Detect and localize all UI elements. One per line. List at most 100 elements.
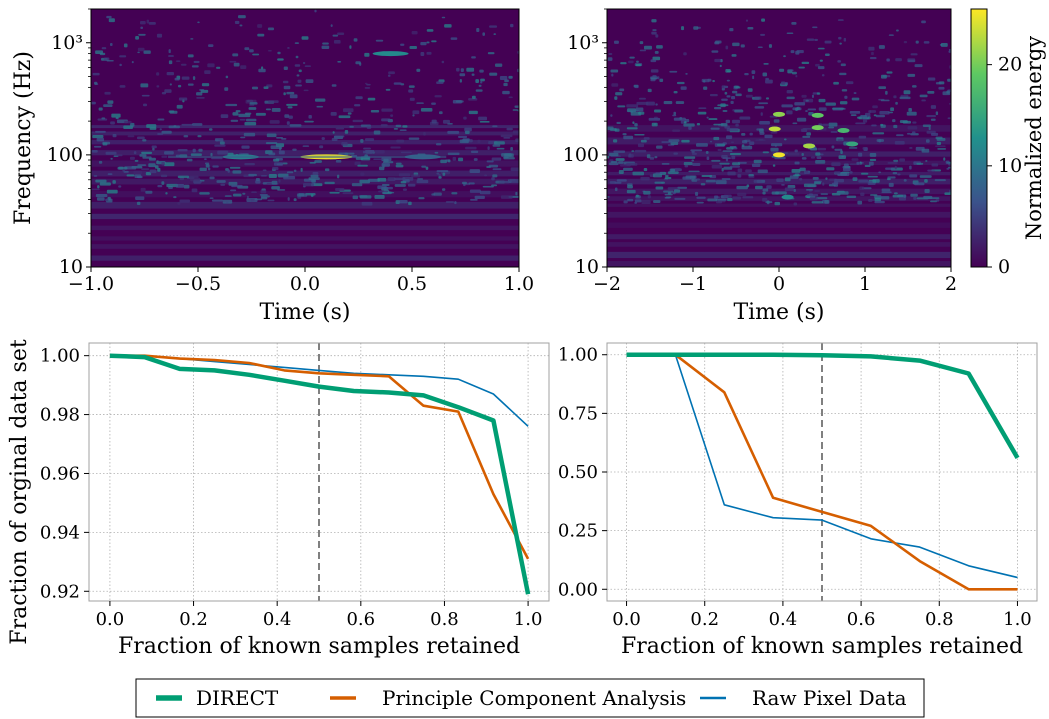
y-tick-label: 10: [59, 256, 83, 278]
heatmap-cell: [335, 127, 345, 130]
heatmap-cell: [935, 145, 946, 147]
heatmap-cell: [821, 74, 825, 77]
heatmap-cell: [938, 86, 945, 90]
heatmap-cell: [258, 68, 266, 73]
heatmap-cell: [626, 127, 638, 130]
heatmap-cell: [469, 169, 481, 174]
heatmap-cell: [691, 159, 695, 162]
heatmap-cell: [92, 72, 100, 76]
heatmap-cell: [921, 20, 926, 24]
heatmap-cell: [652, 56, 661, 61]
heatmap-cell: [711, 164, 723, 169]
heatmap-cell: [721, 85, 726, 89]
heatmap-cell: [872, 132, 885, 135]
heatmap-cell: [712, 79, 715, 83]
heatmap-cell: [480, 78, 485, 82]
heatmap-cell: [479, 190, 491, 195]
heatmap-cell: [431, 193, 436, 196]
heatmap-cell: [737, 174, 742, 178]
heatmap-cell: [178, 97, 188, 101]
heatmap-cell: [870, 194, 878, 196]
x-tick-label: 0.6: [346, 609, 375, 630]
heatmap-cell: [119, 85, 126, 88]
heatmap-cell: [496, 147, 505, 150]
heatmap-cell: [887, 178, 891, 181]
heatmap-cell: [192, 123, 203, 126]
heatmap-cell: [753, 179, 762, 183]
heatmap-cell: [508, 96, 513, 99]
heatmap-cell: [810, 156, 816, 159]
heatmap-cell: [400, 181, 407, 184]
heatmap-cell: [726, 95, 731, 98]
heatmap-cell: [742, 196, 754, 199]
heatmap-cell: [651, 31, 657, 35]
heatmap-cell: [257, 24, 263, 28]
heatmap-cell: [626, 162, 638, 166]
x-tick-label: 0.6: [847, 609, 876, 630]
y-tick-label: 0.50: [558, 462, 598, 483]
heatmap-cell: [93, 175, 98, 177]
heatmap-cell: [696, 201, 704, 204]
x-tick-label: −2: [593, 273, 621, 295]
heatmap-cell: [655, 103, 658, 106]
x-tick-label: −1.0: [68, 273, 114, 295]
heatmap-cell: [651, 19, 657, 23]
heatmap-cell: [811, 201, 824, 204]
heatmap-cell: [374, 150, 385, 154]
heatmap-cell: [234, 20, 240, 25]
heatmap-cell: [286, 103, 298, 106]
heatmap-cell: [330, 24, 333, 28]
heatmap-cell: [487, 146, 490, 151]
heatmap-cell: [271, 180, 278, 185]
heatmap-cell: [819, 59, 823, 62]
heatmap-cell: [895, 58, 902, 62]
heatmap-cell: [138, 33, 146, 36]
heatmap-cell: [613, 150, 626, 153]
heatmap-cell: [321, 137, 325, 141]
heatmap-cell: [652, 173, 663, 178]
heatmap-cell: [349, 125, 354, 128]
y-axis-label: Fraction of orginal data set: [7, 339, 32, 645]
heatmap-cell: [719, 162, 730, 165]
heatmap-cell: [105, 151, 117, 155]
heatmap-cell: [935, 199, 940, 202]
heatmap-cell: [465, 146, 477, 150]
heatmap-cell: [331, 84, 337, 87]
heatmap-cell: [244, 121, 257, 126]
heatmap-cell: [484, 174, 488, 177]
heatmap-cell: [786, 32, 794, 35]
x-tick-label: −0.5: [175, 273, 221, 295]
heatmap-cell: [154, 165, 159, 169]
heatmap-cell: [331, 137, 338, 142]
heatmap-cell: [725, 119, 730, 124]
heatmap-cell: [795, 75, 798, 78]
heatmap-cell: [875, 114, 886, 118]
heatmap-cell: [701, 174, 713, 178]
heatmap-cell: [259, 193, 268, 196]
heatmap-cell: [233, 62, 240, 67]
heatmap-cell: [771, 143, 783, 147]
heatmap-cell: [265, 108, 272, 111]
y-tick-label: 0.00: [558, 579, 598, 600]
heatmap-cell: [843, 163, 849, 168]
heatmap-cell: [140, 20, 146, 25]
heatmap-cell: [903, 41, 908, 44]
heatmap-cell: [817, 147, 827, 151]
heatmap-cell: [802, 135, 811, 138]
heatmap-cell: [730, 100, 734, 104]
heatmap-cell: [745, 94, 753, 98]
heatmap-cell: [309, 162, 316, 164]
heatmap-cell: [148, 163, 156, 168]
heatmap-cell: [636, 101, 649, 105]
heatmap-cell: [628, 154, 634, 158]
heatmap-cell: [103, 57, 110, 61]
heatmap-cell: [838, 36, 842, 40]
heatmap-cell: [628, 60, 634, 64]
heatmap-cell: [493, 141, 505, 145]
heatmap-cell: [762, 191, 766, 195]
heatmap-cell: [344, 152, 355, 155]
colorbar-tick-label: 10: [998, 155, 1022, 177]
heatmap-cell: [118, 166, 124, 170]
heatmap-cell: [283, 66, 288, 70]
heatmap-cell: [468, 110, 478, 115]
